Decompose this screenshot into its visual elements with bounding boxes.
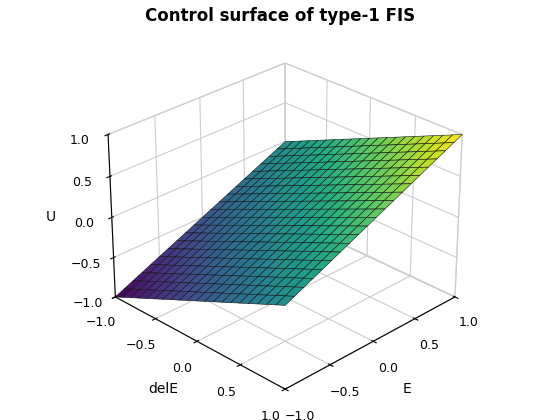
X-axis label: E: E: [403, 382, 412, 396]
Title: Control surface of type-1 FIS: Control surface of type-1 FIS: [145, 7, 415, 25]
Y-axis label: delE: delE: [148, 382, 178, 396]
